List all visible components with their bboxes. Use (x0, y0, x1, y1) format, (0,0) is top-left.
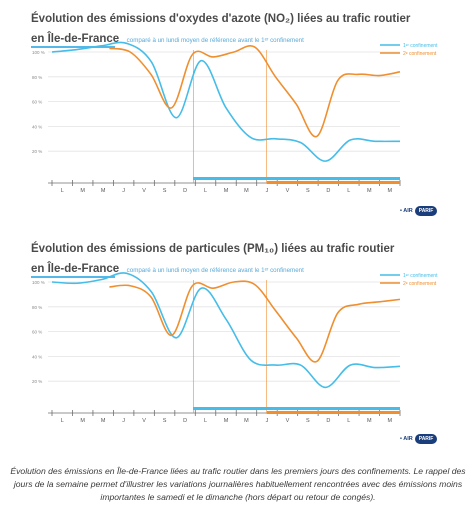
x-tick-label: D (183, 418, 187, 424)
x-tick-label: M (224, 418, 229, 424)
y-tick-label: 60 % (32, 330, 42, 335)
x-tick-label: M (244, 188, 249, 194)
legend-label: 1ᵉʳ confinement (403, 43, 438, 49)
x-tick-label: L (347, 188, 350, 194)
y-tick-label: 100 % (32, 280, 45, 285)
x-tick-label: J (122, 418, 125, 424)
x-tick-label: J (266, 418, 269, 424)
airparif-logo: • AIR PARIF (400, 434, 438, 444)
x-tick-label: L (61, 418, 64, 424)
x-tick-label: L (347, 418, 350, 424)
x-tick-label: M (387, 418, 392, 424)
x-tick-label: D (183, 188, 187, 194)
x-tick-label: S (163, 188, 167, 194)
title-underline (31, 46, 115, 48)
y-tick-label: 40 % (32, 354, 42, 359)
series-line-second-confinement (109, 280, 401, 363)
x-tick-label: M (101, 188, 106, 194)
second-confinement-bar (266, 181, 400, 184)
chart-subtitle-region: en Île-de-France (31, 33, 120, 45)
airparif-logo: • AIR PARIF (400, 206, 438, 216)
x-tick-label: D (326, 188, 330, 194)
x-tick-label: M (101, 418, 106, 424)
logo-text: • AIR (400, 436, 413, 442)
y-tick-label: 40 % (32, 124, 42, 129)
chart-subtitle: comparé à un lundi moyen de référence av… (126, 37, 304, 44)
x-tick-label: V (142, 418, 146, 424)
y-tick-label: 60 % (32, 100, 42, 105)
series-line-first-confinement (51, 272, 401, 389)
y-tick-label: 80 % (32, 75, 42, 80)
chart-subtitle-line: en Île-de-France comparé à un lundi moye… (31, 259, 304, 277)
logo-badge: PARIF (414, 206, 438, 216)
x-tick-label: M (367, 418, 372, 424)
y-tick-label: 80 % (32, 305, 42, 310)
chart-subtitle-line: en Île-de-France comparé à un lundi moye… (31, 29, 304, 47)
chart-panel-no2: Évolution des émissions d'oxydes d'azote… (0, 0, 476, 230)
x-tick-label: D (326, 418, 330, 424)
y-tick-label: 20 % (32, 149, 42, 154)
series-line-first-confinement (51, 41, 401, 162)
x-tick-label: V (286, 188, 290, 194)
legend-label: 2ᵉ confinement (403, 51, 437, 57)
x-tick-label: L (204, 188, 207, 194)
x-tick-label: J (266, 188, 269, 194)
x-tick-label: M (224, 188, 229, 194)
chart-subtitle: comparé à un lundi moyen de référence av… (126, 267, 304, 274)
x-tick-label: S (306, 418, 310, 424)
y-tick-label: 20 % (32, 379, 42, 384)
no2-line-chart: 100 % 80 % 60 % 40 % 20 % L M M J V S D L M M J V S D L M M 1ᵉ… (32, 41, 438, 194)
chart-title: Évolution des émissions d'oxydes d'azote… (31, 13, 411, 25)
title-underline (31, 276, 115, 278)
x-tick-label: M (387, 188, 392, 194)
figure-caption: Évolution des émissions en Île-de-France… (10, 466, 466, 502)
x-tick-label: J (122, 188, 125, 194)
x-tick-label: S (306, 188, 310, 194)
x-tick-label: M (80, 418, 85, 424)
logo-badge: PARIF (414, 434, 438, 444)
series-line-second-confinement (109, 45, 401, 138)
chart-title: Évolution des émissions de particules (P… (31, 243, 395, 255)
x-tick-label: S (163, 418, 167, 424)
x-tick-label: V (286, 418, 290, 424)
chart-subtitle-region: en Île-de-France (31, 263, 120, 275)
legend-label: 2ᵉ confinement (403, 281, 437, 287)
x-tick-label: M (244, 418, 249, 424)
x-tick-label: M (367, 188, 372, 194)
legend-label: 1ᵉʳ confinement (403, 273, 438, 279)
first-confinement-bar (193, 177, 400, 180)
chart-panel-pm10: Évolution des émissions de particules (P… (0, 238, 476, 458)
x-tick-label: L (61, 188, 64, 194)
x-tick-label: V (142, 188, 146, 194)
first-confinement-bar (193, 407, 400, 410)
second-confinement-bar (266, 411, 400, 414)
x-tick-label: M (80, 188, 85, 194)
pm10-line-chart: 100 % 80 % 60 % 40 % 20 % L M M J V S D L M M J V S D L M M 1ᵉ… (32, 272, 438, 424)
logo-text: • AIR (400, 208, 413, 214)
x-tick-label: L (204, 418, 207, 424)
y-tick-label: 100 % (32, 50, 45, 55)
